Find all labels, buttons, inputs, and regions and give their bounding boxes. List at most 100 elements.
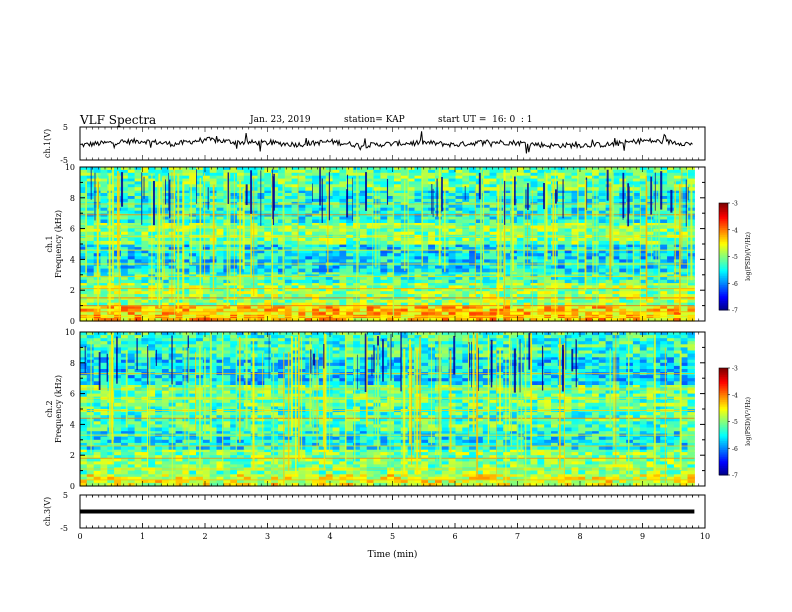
spectrogram-cell (230, 222, 238, 227)
spectrogram-cell (544, 178, 552, 183)
spectrogram-cell (80, 213, 88, 218)
spectrogram-cell (680, 265, 689, 270)
spectrogram-cell (448, 288, 456, 292)
spectrogram-cell (441, 169, 450, 174)
spectrogram-cell (469, 196, 477, 200)
spectrogram-cell (332, 271, 340, 275)
spectrogram-cell (80, 231, 88, 236)
spectrogram-cell (230, 219, 238, 223)
spectrogram-cell (161, 167, 170, 171)
spectrogram-cell (366, 317, 375, 322)
spectrogram-cell (271, 228, 279, 233)
spectrogram-cell (578, 167, 586, 171)
spectrogram-cell (564, 256, 573, 260)
spectrogram-cell (421, 277, 429, 281)
spectrogram-cell (571, 175, 579, 180)
spectrogram-cell (537, 265, 545, 270)
spectrogram-cell (448, 285, 456, 289)
spectrogram-cell (380, 237, 388, 242)
spectrogram-cell (264, 198, 272, 203)
spectrogram-cell (612, 204, 620, 209)
spectrogram-cell (325, 247, 334, 251)
spectrogram-cell (189, 291, 197, 295)
spectrogram-cell (271, 213, 279, 218)
spectrogram-cell (380, 231, 388, 236)
spectrogram-cell (366, 167, 375, 171)
spectrogram-cell (373, 172, 381, 177)
spectrogram-cell (182, 216, 190, 221)
spectrogram-cell (400, 285, 409, 289)
spectrogram-cell (400, 308, 409, 313)
spectrogram-cell (127, 277, 136, 281)
spectrogram-cell (278, 305, 286, 310)
spectrogram-cell (380, 291, 388, 295)
spectrogram-cell (339, 253, 347, 257)
spectrogram-cell (168, 311, 177, 316)
spectrogram-cell (605, 279, 613, 284)
spectrogram-cell (230, 196, 238, 200)
spectrogram-cell (660, 196, 668, 200)
spectrogram-cell (667, 187, 675, 191)
spectrogram-cell (660, 193, 668, 197)
spectrogram-cell (359, 169, 368, 174)
spectrogram-cell (134, 250, 142, 254)
spectrogram-cell (175, 207, 183, 212)
spectrogram-cell (216, 207, 224, 212)
spectrogram-cell (332, 207, 340, 212)
spectrogram-cell (482, 302, 491, 307)
spectrogram-cell (530, 247, 538, 251)
spectrogram-cell (687, 299, 695, 304)
spectrogram-cell (673, 169, 682, 174)
spectrogram-cell (202, 216, 211, 221)
spectrogram-cell (516, 299, 525, 304)
spectrogram-cell (557, 228, 566, 233)
spectrogram-cell (230, 244, 238, 248)
spectrogram-cell (496, 294, 504, 298)
spectrogram-cell (127, 213, 136, 218)
spectrogram-cell (516, 178, 525, 183)
spectrogram-cell (346, 219, 354, 223)
spectrogram-cell (148, 317, 156, 322)
spectrogram-cell (626, 219, 634, 223)
spectrogram-cell (687, 288, 695, 292)
spectrogram-cell (312, 204, 320, 209)
spectrogram-cell (646, 268, 654, 273)
spectrogram-cell (121, 167, 129, 171)
spectrogram-cell (448, 204, 456, 209)
spectrogram-cell (175, 271, 183, 275)
spectrogram-cell (359, 222, 368, 227)
spectrogram-cell (121, 169, 129, 174)
spectrogram-cell (202, 277, 211, 281)
spectrogram-cell (673, 299, 682, 304)
spectrogram-cell (216, 271, 224, 275)
spectrogram-cell (134, 172, 142, 177)
spectrogram-cell (612, 250, 620, 254)
spectrogram-cell (291, 308, 299, 313)
spectrogram-cell (598, 222, 607, 227)
spectrogram-cell (278, 247, 286, 251)
spectrogram-cell (202, 294, 211, 298)
spectrogram-cell (250, 285, 259, 289)
spectrogram-cell (298, 282, 306, 286)
spectrogram-cell (612, 187, 620, 191)
spectrogram-cell (134, 294, 142, 298)
spectrogram-cell (264, 216, 272, 221)
spectrogram-cell (557, 193, 566, 197)
spectrogram-cell (387, 294, 395, 298)
spectrogram-cell (182, 288, 190, 292)
spectrogram-cell (598, 253, 607, 257)
spectrogram-cell (216, 250, 224, 254)
spectrogram-cell (598, 285, 607, 289)
spectrogram-cell (469, 250, 477, 254)
spectrogram-cell (243, 228, 252, 233)
spectrogram-cell (100, 181, 108, 185)
spectrogram-cell (134, 190, 142, 194)
spectrogram-cell (592, 288, 600, 292)
spectrogram-cell (182, 184, 190, 188)
spectrogram-cell (107, 299, 115, 304)
spectrogram-cell (127, 237, 136, 242)
spectrogram-cell (598, 207, 607, 212)
spectrogram-cell (516, 175, 525, 180)
spectrogram-cell (428, 244, 436, 248)
spectrogram-cell (134, 317, 142, 322)
